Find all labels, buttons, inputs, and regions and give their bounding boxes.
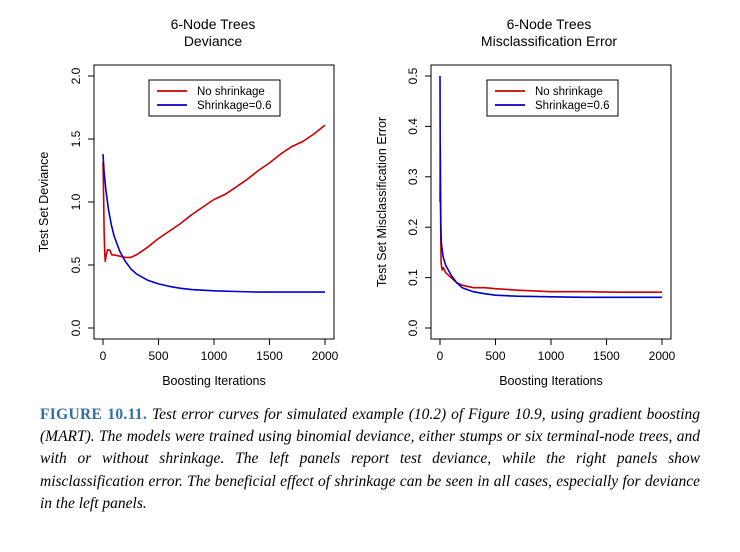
caption-text: Test error curves for simulated example … xyxy=(40,406,700,512)
legend-label: No shrinkage xyxy=(197,86,265,98)
y-tick-label: 0.3 xyxy=(406,168,420,185)
y-tick-label: 2.0 xyxy=(69,67,83,84)
x-tick-label: 500 xyxy=(148,349,168,363)
x-tick-label: 1000 xyxy=(538,349,565,363)
series-line-no-shrinkage xyxy=(439,145,662,294)
x-axis-label: Boosting Iterations xyxy=(162,374,266,388)
y-tick-label: 1.0 xyxy=(69,193,83,210)
y-axis-label: Test Set Misclassification Error xyxy=(375,117,389,287)
chart-subtitle: Misclassification Error xyxy=(481,33,617,49)
legend-box xyxy=(148,79,281,117)
series-line-shrinkage-0-6 xyxy=(102,154,325,293)
y-tick-label: 0.0 xyxy=(69,319,83,336)
caption-label: FIGURE 10.11. xyxy=(40,406,148,423)
y-tick-label: 0.5 xyxy=(69,256,83,273)
y-axis-label: Test Set Deviance xyxy=(37,152,51,253)
y-tick-label: 0.4 xyxy=(406,118,420,135)
legend-box xyxy=(486,79,619,117)
x-axis-label: Boosting Iterations xyxy=(499,374,603,388)
y-tick-label: 0.1 xyxy=(406,269,420,286)
x-tick-label: 500 xyxy=(485,349,505,363)
x-tick-label: 0 xyxy=(437,349,444,363)
x-tick-label: 1500 xyxy=(593,349,620,363)
series-line-shrinkage-0-6 xyxy=(439,75,662,299)
chart-title: 6-Node Trees xyxy=(171,16,256,32)
series-line-no-shrinkage xyxy=(102,124,326,263)
y-tick-label: 0.0 xyxy=(406,319,420,336)
chart-subtitle: Deviance xyxy=(184,33,243,49)
y-tick-label: 1.5 xyxy=(69,130,83,147)
x-tick-label: 2000 xyxy=(312,349,339,363)
x-tick-label: 2000 xyxy=(649,349,676,363)
y-tick-label: 0.2 xyxy=(406,219,420,236)
legend-label: Shrinkage=0.6 xyxy=(535,100,610,112)
figure-caption: FIGURE 10.11. Test error curves for simu… xyxy=(40,404,700,515)
legend: No shrinkage Shrinkage=0.6 xyxy=(486,79,619,117)
legend: No shrinkage Shrinkage=0.6 xyxy=(148,79,281,117)
legend-label: No shrinkage xyxy=(535,86,603,98)
x-tick-label: 1500 xyxy=(256,349,283,363)
x-tick-label: 0 xyxy=(100,349,107,363)
chart-title: 6-Node Trees xyxy=(507,16,592,32)
x-tick-label: 1000 xyxy=(201,349,228,363)
legend-label: Shrinkage=0.6 xyxy=(197,100,272,112)
y-tick-label: 0.5 xyxy=(406,67,420,84)
